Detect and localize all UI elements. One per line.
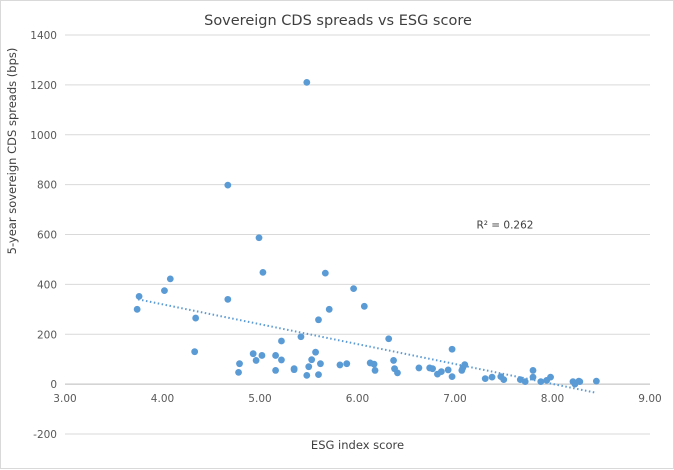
data-point bbox=[135, 292, 143, 300]
data-point bbox=[385, 335, 393, 343]
data-point bbox=[303, 371, 311, 379]
y-tick-label: 1200 bbox=[30, 80, 57, 92]
data-point bbox=[166, 275, 174, 283]
y-tick-label: -200 bbox=[33, 429, 57, 441]
data-point bbox=[325, 305, 333, 313]
data-point bbox=[235, 369, 242, 376]
chart-title: Sovereign CDS spreads vs ESG score bbox=[204, 13, 472, 29]
data-point bbox=[272, 367, 279, 374]
x-tick-label: 9.00 bbox=[638, 393, 661, 405]
data-point bbox=[444, 366, 452, 374]
data-point bbox=[437, 368, 445, 376]
data-point bbox=[448, 373, 456, 381]
y-tick-label: 1000 bbox=[30, 130, 57, 142]
data-point bbox=[317, 360, 324, 368]
data-point bbox=[321, 269, 329, 277]
data-point bbox=[259, 269, 267, 276]
data-point bbox=[192, 314, 200, 322]
data-point bbox=[576, 378, 584, 386]
data-point bbox=[297, 333, 305, 341]
x-tick-label: 6.00 bbox=[346, 393, 369, 405]
y-tick-label: 200 bbox=[37, 329, 57, 341]
x-axis-label: ESG index score bbox=[310, 438, 405, 452]
data-point bbox=[394, 369, 401, 377]
data-point bbox=[278, 337, 285, 345]
data-point bbox=[249, 350, 257, 358]
data-point bbox=[290, 366, 298, 374]
data-point bbox=[488, 373, 496, 381]
x-tick-label: 7.00 bbox=[443, 393, 466, 405]
data-point bbox=[161, 287, 168, 295]
trendline bbox=[137, 298, 597, 394]
y-tick-label: 0 bbox=[50, 379, 57, 391]
data-point bbox=[236, 360, 243, 368]
y-tick-label: 400 bbox=[37, 279, 57, 291]
data-point bbox=[258, 352, 266, 359]
y-tick-label: 800 bbox=[37, 180, 57, 192]
data-point bbox=[312, 348, 319, 356]
data-point bbox=[529, 367, 537, 374]
y-tick-label: 1400 bbox=[30, 30, 57, 42]
data-point bbox=[415, 364, 423, 372]
data-point bbox=[303, 78, 311, 86]
data-point bbox=[191, 348, 199, 356]
data-point bbox=[547, 373, 554, 381]
data-point bbox=[252, 357, 260, 364]
data-point bbox=[390, 357, 397, 364]
data-point bbox=[315, 371, 322, 379]
data-point bbox=[343, 360, 351, 368]
data-point bbox=[308, 356, 316, 364]
data-point bbox=[315, 316, 322, 324]
data-point bbox=[278, 356, 285, 364]
data-point bbox=[448, 345, 456, 353]
r-squared-label: R² = 0.262 bbox=[476, 220, 533, 232]
data-point bbox=[272, 352, 279, 359]
data-point bbox=[255, 234, 263, 242]
data-point bbox=[500, 376, 508, 384]
data-point bbox=[481, 375, 489, 383]
data-point bbox=[305, 363, 313, 371]
data-point bbox=[224, 181, 232, 189]
data-point bbox=[429, 365, 436, 373]
data-point bbox=[350, 285, 357, 293]
data-point bbox=[592, 377, 600, 385]
data-point bbox=[537, 378, 545, 386]
x-tick-label: 3.00 bbox=[53, 393, 76, 405]
x-tick-label: 5.00 bbox=[248, 393, 271, 405]
data-point bbox=[133, 305, 141, 313]
data-point bbox=[521, 378, 529, 386]
x-tick-label: 8.00 bbox=[541, 393, 564, 405]
data-point bbox=[336, 361, 344, 369]
data-point bbox=[224, 295, 232, 303]
data-point bbox=[461, 361, 469, 369]
y-tick-label: 600 bbox=[37, 230, 57, 242]
data-point bbox=[370, 360, 378, 368]
data-point bbox=[529, 373, 537, 381]
data-point bbox=[371, 367, 379, 374]
data-point bbox=[360, 302, 368, 310]
x-tick-label: 4.00 bbox=[151, 393, 174, 405]
